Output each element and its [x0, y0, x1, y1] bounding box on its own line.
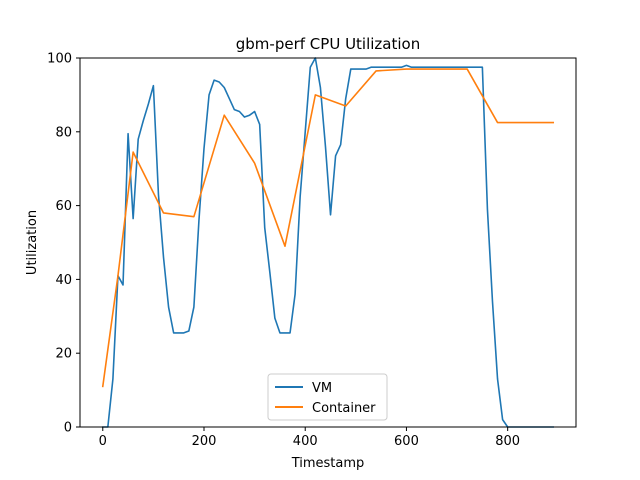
legend: VM Container: [267, 373, 388, 421]
y-axis-label: Utilization: [25, 210, 40, 275]
x-tick-label: 800: [495, 434, 520, 449]
y-tick-label: 0: [64, 421, 72, 436]
y-tick-label: 40: [55, 273, 72, 288]
legend-label-container: Container: [312, 401, 376, 416]
y-tick-label: 20: [55, 347, 72, 362]
chart-title: gbm-perf CPU Utilization: [236, 35, 420, 53]
x-axis: 0 200 400 600 800: [99, 427, 520, 449]
plot-area: [79, 57, 577, 428]
plot-frame: [79, 57, 577, 428]
x-tick-label: 400: [293, 434, 318, 449]
series-line-vm: [101, 57, 555, 428]
series-layer: [101, 57, 555, 428]
x-axis-label: Timestamp: [291, 456, 365, 471]
y-tick-label: 80: [55, 125, 72, 140]
y-tick-label: 60: [55, 199, 72, 214]
series-line-container: [101, 68, 555, 388]
y-tick-label: 100: [47, 52, 72, 67]
y-axis: 0 20 40 60 80 100: [47, 52, 80, 436]
x-tick-label: 600: [394, 434, 419, 449]
legend-box: [267, 373, 388, 421]
legend-label-vm: VM: [312, 381, 332, 396]
x-tick-label: 200: [192, 434, 217, 449]
x-tick-label: 0: [99, 434, 107, 449]
